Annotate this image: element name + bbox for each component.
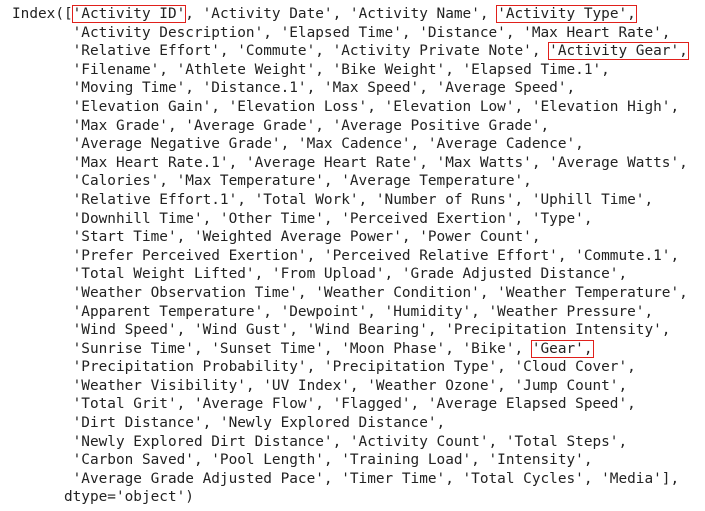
pandas-index-output: Index(['Activity ID', 'Activity Date', '… (12, 5, 689, 507)
output-line: 'Average Negative Grade', 'Max Cadence',… (12, 135, 688, 154)
output-text: 'Moving Time', 'Distance.1', 'Max Speed'… (12, 80, 576, 97)
output-line: 'Sunrise Time', 'Sunset Time', 'Moon Pha… (12, 339, 688, 359)
output-text: 'Sunrise Time', 'Sunset Time', 'Moon Pha… (12, 340, 532, 357)
output-line: 'Total Grit', 'Average Flow', 'Flagged',… (12, 395, 688, 414)
output-text: 'Weather Visibility', 'UV Index', 'Weath… (12, 377, 628, 394)
output-text: Index([ (12, 6, 73, 22)
output-line: 'Calories', 'Max Temperature', 'Average … (12, 172, 688, 191)
output-line: 'Start Time', 'Weighted Average Power', … (12, 228, 688, 247)
output-text: , 'Activity Date', 'Activity Name', (185, 6, 498, 22)
output-line: 'Apparent Temperature', 'Dewpoint', 'Hum… (12, 303, 688, 322)
output-text: 'Activity Description', 'Elapsed Time', … (12, 24, 671, 41)
output-line: Index(['Activity ID', 'Activity Date', '… (12, 5, 688, 24)
output-text: 'Total Weight Lifted', 'From Upload', 'G… (12, 266, 628, 283)
highlighted-column-name: 'Activity Gear', (548, 42, 689, 61)
output-line: 'Downhill Time', 'Other Time', 'Perceive… (12, 210, 688, 229)
output-line: 'Relative Effort', 'Commute', 'Activity … (12, 42, 689, 61)
output-text: 'Total Grit', 'Average Flow', 'Flagged',… (12, 396, 636, 413)
output-line: 'Activity Description', 'Elapsed Time', … (12, 24, 688, 43)
output-text: 'Max Heart Rate.1', 'Average Heart Rate'… (12, 154, 688, 171)
output-text: 'Carbon Saved', 'Pool Length', 'Training… (12, 452, 593, 469)
output-line: 'Newly Explored Dirt Distance', 'Activit… (12, 433, 688, 452)
output-text: 'Prefer Perceived Exertion', 'Perceived … (12, 247, 680, 264)
highlighted-column-name: 'Activity ID' (71, 5, 187, 23)
highlighted-column-name: 'Gear', (530, 339, 594, 358)
output-text: 'Filename', 'Athlete Weight', 'Bike Weig… (12, 61, 610, 78)
output-line: 'Prefer Perceived Exertion', 'Perceived … (12, 247, 688, 266)
output-line: 'Precipitation Probability', 'Precipitat… (12, 358, 688, 377)
output-text: 'Start Time', 'Weighted Average Power', … (12, 229, 541, 246)
output-text: 'Average Negative Grade', 'Max Cadence',… (12, 136, 584, 153)
output-line: 'Average Grade Adjusted Pace', 'Timer Ti… (12, 470, 688, 489)
output-line: 'Total Weight Lifted', 'From Upload', 'G… (12, 265, 688, 284)
output-line: 'Wind Speed', 'Wind Gust', 'Wind Bearing… (12, 321, 688, 340)
output-line: 'Relative Effort.1', 'Total Work', 'Numb… (12, 191, 688, 210)
output-line: 'Moving Time', 'Distance.1', 'Max Speed'… (12, 79, 688, 98)
output-line: 'Max Grade', 'Average Grade', 'Average P… (12, 117, 688, 136)
output-text: 'Apparent Temperature', 'Dewpoint', 'Hum… (12, 303, 654, 320)
output-line: 'Max Heart Rate.1', 'Average Heart Rate'… (12, 154, 688, 173)
output-line: 'Weather Visibility', 'UV Index', 'Weath… (12, 377, 688, 396)
output-line: 'Filename', 'Athlete Weight', 'Bike Weig… (12, 61, 688, 80)
output-text: 'Max Grade', 'Average Grade', 'Average P… (12, 117, 550, 134)
output-line: 'Dirt Distance', 'Newly Explored Distanc… (12, 414, 688, 433)
output-text: 'Downhill Time', 'Other Time', 'Perceive… (12, 210, 593, 227)
highlighted-column-name: 'Activity Type', (496, 5, 637, 23)
output-text: dtype='object') (12, 489, 194, 506)
output-text: 'Elevation Gain', 'Elevation Loss', 'Ele… (12, 98, 680, 115)
output-line: 'Elevation Gain', 'Elevation Loss', 'Ele… (12, 98, 688, 117)
output-line: dtype='object') (12, 488, 688, 507)
output-text: 'Weather Observation Time', 'Weather Con… (12, 284, 688, 301)
output-text: 'Wind Speed', 'Wind Gust', 'Wind Bearing… (12, 322, 671, 339)
output-text: 'Calories', 'Max Temperature', 'Average … (12, 173, 532, 190)
output-text: 'Relative Effort.1', 'Total Work', 'Numb… (12, 191, 654, 208)
output-text: 'Relative Effort', 'Commute', 'Activity … (12, 43, 550, 60)
output-text: 'Newly Explored Dirt Distance', 'Activit… (12, 433, 628, 450)
output-text: 'Precipitation Probability', 'Precipitat… (12, 359, 636, 376)
output-text: 'Dirt Distance', 'Newly Explored Distanc… (12, 415, 446, 432)
output-line: 'Carbon Saved', 'Pool Length', 'Training… (12, 451, 688, 470)
output-line: 'Weather Observation Time', 'Weather Con… (12, 284, 688, 303)
output-text: 'Average Grade Adjusted Pace', 'Timer Ti… (12, 470, 680, 487)
